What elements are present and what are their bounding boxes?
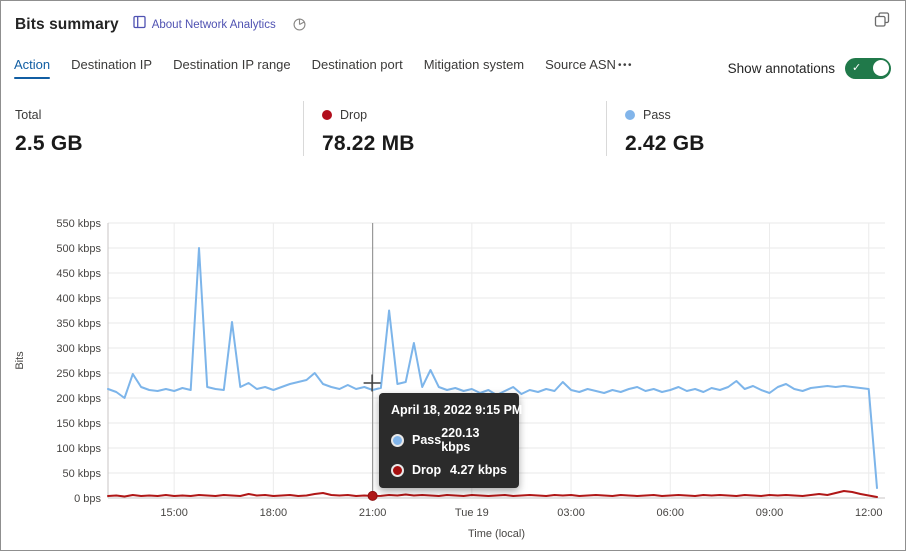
pass-series-dot (391, 433, 404, 447)
tooltip-series-value: 4.27 kbps (450, 463, 507, 477)
x-tick-label: 18:00 (260, 507, 288, 519)
tooltip-series-value: 220.13 kbps (441, 426, 480, 454)
show-annotations-toggle[interactable]: ✓ (845, 57, 891, 79)
tooltip-series-name: Drop (412, 463, 442, 477)
about-link-label: About Network Analytics (151, 18, 276, 31)
pie-chart-icon[interactable] (292, 17, 307, 32)
drop-series-dot (391, 463, 404, 477)
x-tick-label: 21:00 (359, 507, 387, 519)
x-tick-label: Tue 19 (455, 507, 489, 519)
tab-destination-ip[interactable]: Destination IP (71, 57, 153, 72)
x-tick-label: 03:00 (557, 507, 585, 519)
x-tick-label: 06:00 (657, 507, 685, 519)
pivot-tabs: Action Destination IP Destination IP range… (14, 57, 616, 79)
y-tick-label: 350 kbps (56, 318, 101, 330)
stat-label: Pass (643, 108, 671, 122)
drop-legend-dot (322, 110, 332, 120)
x-axis-title: Time (local) (468, 528, 525, 540)
x-tick-label: 09:00 (756, 507, 784, 519)
stat-label: Drop (340, 108, 368, 122)
y-tick-label: 500 kbps (56, 243, 101, 255)
y-tick-label: 450 kbps (56, 268, 101, 280)
restore-window-icon[interactable] (874, 12, 891, 33)
tab-source-asn[interactable]: Source ASN (545, 57, 616, 72)
hover-marker-drop (367, 490, 378, 501)
chart-canvas[interactable]: 0 bps 50 kbps 100 kbps 150 kbps 200 kbps 250 … (1, 206, 906, 551)
stat-value: 78.22 MB (322, 132, 415, 155)
y-tick-label: 150 kbps (56, 418, 101, 430)
tab-bar: Action Destination IP Destination IP range… (14, 57, 891, 79)
tooltip-date: April 18, 2022 9:15 PM (391, 403, 523, 417)
drop-line[interactable] (107, 490, 878, 498)
stat-value: 2.42 GB (625, 132, 705, 155)
tooltip-pass-row: Pass 220.13 kbps (391, 426, 507, 454)
x-tick-label: 12:00 (855, 507, 883, 519)
y-tick-label: 550 kbps (56, 218, 101, 230)
toggle-knob (872, 60, 889, 76)
tooltip-series-name: Pass (412, 433, 442, 447)
more-tabs-button[interactable]: ••• (617, 59, 633, 71)
bits-line-chart[interactable]: 0 bps 50 kbps 100 kbps 150 kbps 200 kbps 250 … (1, 206, 906, 551)
y-tick-label: 200 kbps (56, 393, 101, 405)
y-tick-label: 400 kbps (56, 293, 101, 305)
y-tick-label: 50 kbps (62, 468, 101, 480)
about-network-analytics-link[interactable]: About Network Analytics (133, 15, 276, 34)
y-axis-title: Bits (14, 351, 26, 370)
checkmark-icon: ✓ (852, 62, 862, 74)
tab-destination-ip-range[interactable]: Destination IP range (173, 57, 291, 72)
y-tick-label: 100 kbps (56, 443, 101, 455)
tab-action[interactable]: Action (14, 57, 51, 79)
pass-legend-dot (625, 110, 635, 120)
panel-header: Bits summary About Network Analytics (15, 15, 307, 34)
annotations-toggle-label: Show annotations (727, 60, 835, 76)
stat-value: 2.5 GB (15, 132, 83, 155)
summary-stats-row: Total 2.5 GB Drop 78.22 MB Pass 2.42 GB (1, 101, 905, 156)
stat-card-drop: Drop 78.22 MB (303, 101, 606, 156)
tab-destination-port[interactable]: Destination port (311, 57, 403, 72)
chart-tooltip: April 18, 2022 9:15 PM Pass 220.13 kbps … (379, 393, 523, 488)
tooltip-drop-row: Drop 4.27 kbps (391, 463, 507, 477)
x-tick-label: 15:00 (160, 507, 188, 519)
book-icon (133, 15, 146, 34)
pass-line[interactable] (107, 247, 878, 489)
stat-card-total: Total 2.5 GB (1, 101, 303, 156)
stat-card-pass: Pass 2.42 GB (606, 101, 905, 156)
y-tick-label: 250 kbps (56, 368, 101, 380)
tab-mitigation-system[interactable]: Mitigation system (423, 57, 525, 72)
annotations-toggle-group: Show annotations ✓ (727, 57, 891, 79)
y-tick-label: 300 kbps (56, 343, 101, 355)
stat-label: Total (15, 108, 42, 122)
page-title: Bits summary (15, 15, 119, 33)
y-tick-label: 0 bps (74, 493, 101, 505)
